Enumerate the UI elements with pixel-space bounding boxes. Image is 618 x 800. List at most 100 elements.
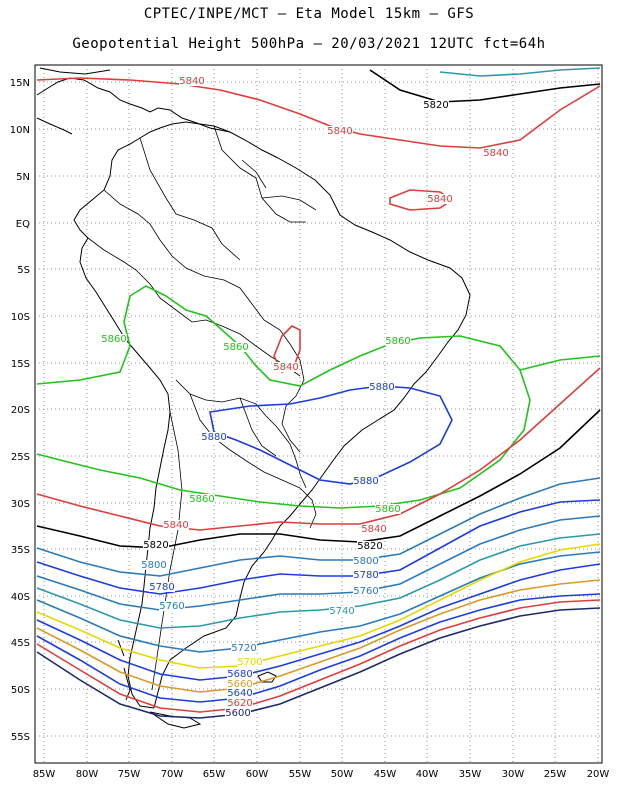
contour-label-bg — [483, 148, 509, 158]
contour-label-bg — [163, 520, 189, 530]
contour-label: 5840 — [273, 362, 298, 373]
contour-5640 — [36, 593, 601, 703]
lat-tick-label: 15N — [10, 78, 30, 89]
contour-5880 — [209, 385, 453, 485]
contour-label: 5660 — [227, 679, 252, 690]
contours — [36, 67, 601, 719]
contour-labels: 5840 5840 5840 5840 5820 5840 5860 5860 5860 5880… — [101, 76, 509, 719]
contour-label: 5740 — [329, 606, 354, 617]
contour-5820-south — [36, 409, 601, 549]
contour-label-bg — [159, 601, 185, 611]
contour-label-bg — [427, 194, 453, 204]
longitude-labels: 85W 80W 75W 70W 65W 60W 55W 50W 45W 40W 35W 30W 25W 2… — [33, 769, 610, 780]
contour-label: 5860 — [101, 334, 126, 345]
contour-label-bg — [353, 586, 379, 596]
contour-label: 5600 — [225, 708, 250, 719]
contour-5600 — [36, 607, 601, 719]
country-borders — [87, 125, 317, 691]
contour-label-bg — [227, 679, 253, 689]
lat-tick-label: 5S — [17, 265, 30, 276]
lon-tick-label: 60W — [246, 769, 269, 780]
contour-5860-north — [439, 67, 601, 77]
contour-label: 5880 — [201, 432, 226, 443]
lat-tick-label: 10N — [10, 125, 30, 136]
contour-label-bg — [353, 556, 379, 566]
contour-label: 5840 — [163, 520, 188, 531]
contour-label-bg — [327, 126, 353, 136]
graticule — [35, 65, 602, 763]
contour-label-bg — [385, 336, 411, 346]
contour-label: 5760 — [353, 586, 378, 597]
contour-label: 5880 — [353, 476, 378, 487]
contour-label: 5840 — [179, 76, 204, 87]
contour-label: 5680 — [227, 669, 252, 680]
contour-label: 5780 — [353, 570, 378, 581]
lat-tick-label: 40S — [11, 592, 30, 603]
contour-label-bg — [201, 432, 227, 442]
contour-5780 — [36, 499, 601, 595]
contour-label-bg — [353, 570, 379, 580]
contour-label-bg — [329, 606, 355, 616]
lat-tick-label: 15S — [11, 359, 30, 370]
contour-label-bg — [353, 476, 379, 486]
contour-5860-east — [519, 355, 601, 371]
contour-5800 — [36, 477, 601, 577]
contour-label-bg — [423, 100, 449, 110]
lon-tick-label: 25W — [544, 769, 567, 780]
contour-label: 5860 — [385, 336, 410, 347]
contour-label: 5820 — [143, 540, 168, 551]
contour-5840-south — [36, 367, 601, 531]
lon-tick-label: 55W — [289, 769, 312, 780]
contour-label: 5860 — [223, 342, 248, 353]
contour-label: 5820 — [423, 100, 448, 111]
contour-label-bg — [143, 540, 169, 550]
contour-label: 5720 — [231, 643, 256, 654]
lon-tick-label: 40W — [416, 769, 439, 780]
latitude-labels: 15N 10N 5N EQ 5S 10S 15S 20S 25S 30S 35S 40S 45S 50S 5… — [10, 78, 30, 743]
lat-tick-label: 20S — [11, 405, 30, 416]
lon-tick-label: 65W — [203, 769, 226, 780]
contour-label-bg — [227, 688, 253, 698]
contour-label: 5840 — [427, 194, 452, 205]
lon-tick-label: 50W — [331, 769, 354, 780]
contour-label: 5800 — [353, 556, 378, 567]
lat-tick-label: 10S — [11, 312, 30, 323]
contour-label-bg — [375, 504, 401, 514]
contour-label: 5620 — [227, 698, 252, 709]
lat-tick-label: 55S — [11, 732, 30, 743]
contour-5700 — [36, 543, 601, 669]
lat-tick-label: 35S — [11, 545, 30, 556]
contour-label-bg — [141, 560, 167, 570]
contour-label-bg — [227, 669, 253, 679]
lat-tick-label: 45S — [11, 638, 30, 649]
contour-label: 5640 — [227, 688, 252, 699]
lat-tick-label: 25S — [11, 452, 30, 463]
contour-label: 5780 — [149, 582, 174, 593]
contour-5660 — [36, 579, 601, 693]
contour-label-bg — [237, 657, 263, 667]
lat-tick-label: 5N — [16, 172, 30, 183]
lon-tick-label: 35W — [459, 769, 482, 780]
contour-5820-north — [369, 69, 601, 103]
contour-label-bg — [189, 494, 215, 504]
lat-tick-label: 30S — [11, 499, 30, 510]
contour-label-bg — [369, 382, 395, 392]
lon-tick-label: 20W — [587, 769, 610, 780]
contour-label-bg — [101, 334, 127, 344]
contour-5680 — [36, 563, 601, 681]
contour-label: 5820 — [357, 541, 382, 552]
contour-5760 — [36, 515, 601, 611]
contour-label-bg — [231, 643, 257, 653]
contour-label: 5840 — [483, 148, 508, 159]
contour-label-bg — [225, 708, 251, 718]
contour-5740 — [36, 533, 601, 629]
lon-tick-label: 70W — [161, 769, 184, 780]
contour-label: 5800 — [141, 560, 166, 571]
contour-label: 5860 — [375, 504, 400, 515]
contour-label: 5880 — [369, 382, 394, 393]
contour-label-bg — [223, 342, 249, 352]
contour-label-bg — [227, 698, 253, 708]
contour-label-bg — [357, 541, 383, 551]
contour-label: 5840 — [361, 524, 386, 535]
